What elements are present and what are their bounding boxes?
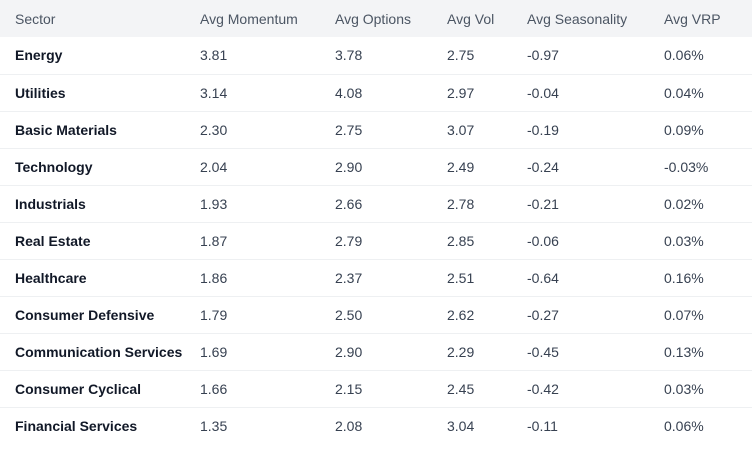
table-row[interactable]: Basic Materials 2.30 2.75 3.07 -0.19 0.09% [0,111,752,148]
cell-sector: Utilities [15,84,66,101]
header-row: Sector Avg Momentum Avg Options Avg Vol … [0,0,752,37]
table-row[interactable]: Consumer Defensive 1.79 2.50 2.62 -0.27 0.07% [0,296,752,333]
cell-avg-momentum: 1.79 [200,306,228,323]
column-header-avg-options[interactable]: Avg Options [335,10,412,27]
table-row[interactable]: Healthcare 1.86 2.37 2.51 -0.64 0.16% [0,259,752,296]
cell-sector: Basic Materials [15,121,117,138]
cell-sector: Consumer Defensive [15,306,155,323]
cell-avg-vol: 2.78 [447,195,475,212]
cell-avg-momentum: 1.86 [200,269,228,286]
cell-avg-options: 3.78 [335,47,363,64]
cell-avg-seasonality: -0.45 [527,343,559,360]
cell-avg-options: 2.15 [335,380,363,397]
cell-sector: Consumer Cyclical [15,380,142,397]
cell-avg-options: 2.50 [335,306,363,323]
cell-avg-options: 2.66 [335,195,363,212]
cell-avg-seasonality: -0.42 [527,380,559,397]
column-header-avg-momentum[interactable]: Avg Momentum [200,10,298,27]
table-header: Sector Avg Momentum Avg Options Avg Vol … [0,0,752,37]
cell-avg-vrp: 0.06% [664,47,704,64]
column-header-avg-vol[interactable]: Avg Vol [447,10,495,27]
cell-avg-vol: 2.29 [447,343,475,360]
cell-avg-momentum: 1.93 [200,195,228,212]
cell-avg-options: 2.90 [335,158,363,175]
cell-avg-vol: 3.07 [447,121,475,138]
cell-avg-seasonality: -0.11 [527,417,558,434]
cell-sector: Industrials [15,195,86,212]
column-header-avg-vrp[interactable]: Avg VRP [664,10,721,27]
cell-avg-options: 2.08 [335,417,363,434]
cell-avg-vol: 2.49 [447,158,475,175]
cell-avg-momentum: 1.35 [200,417,228,434]
cell-avg-momentum: 3.81 [200,47,228,64]
cell-sector: Communication Services [15,343,183,360]
cell-avg-vrp: -0.03% [664,158,709,175]
cell-avg-options: 4.08 [335,84,363,101]
cell-avg-momentum: 1.87 [200,232,228,249]
cell-avg-vrp: 0.07% [664,306,704,323]
cell-avg-options: 2.90 [335,343,363,360]
cell-avg-vol: 3.04 [447,417,475,434]
table-row[interactable]: Utilities 3.14 4.08 2.97 -0.04 0.04% [0,74,752,111]
cell-avg-momentum: 3.14 [200,84,228,101]
cell-avg-momentum: 2.04 [200,158,228,175]
cell-avg-vrp: 0.04% [664,84,704,101]
cell-avg-seasonality: -0.27 [527,306,559,323]
cell-sector: Energy [15,47,63,64]
cell-avg-vol: 2.62 [447,306,475,323]
cell-avg-vrp: 0.03% [664,380,704,397]
cell-avg-seasonality: -0.64 [527,269,559,286]
table-row[interactable]: Energy 3.81 3.78 2.75 -0.97 0.06% [0,37,752,74]
table-row[interactable]: Industrials 1.93 2.66 2.78 -0.21 0.02% [0,185,752,222]
table-body: Energy 3.81 3.78 2.75 -0.97 0.06% Utilities 3.1… [0,37,752,444]
cell-avg-vrp: 0.09% [664,121,704,138]
cell-avg-vol: 2.97 [447,84,475,101]
cell-avg-options: 2.75 [335,121,363,138]
column-header-sector[interactable]: Sector [15,10,56,27]
cell-avg-seasonality: -0.04 [527,84,559,101]
cell-avg-seasonality: -0.19 [527,121,559,138]
cell-avg-seasonality: -0.97 [527,47,559,64]
cell-avg-options: 2.37 [335,269,363,286]
cell-avg-vrp: 0.03% [664,232,704,249]
cell-avg-seasonality: -0.06 [527,232,559,249]
cell-avg-vrp: 0.16% [664,269,704,286]
cell-avg-seasonality: -0.21 [527,195,559,212]
cell-avg-vol: 2.75 [447,47,475,64]
table-row[interactable]: Technology 2.04 2.90 2.49 -0.24 -0.03% [0,148,752,185]
table-row[interactable]: Consumer Cyclical 1.66 2.15 2.45 -0.42 0.03% [0,370,752,407]
cell-sector: Technology [15,158,93,175]
cell-avg-momentum: 2.30 [200,121,228,138]
cell-avg-vol: 2.85 [447,232,475,249]
cell-avg-momentum: 1.66 [200,380,228,397]
cell-avg-vrp: 0.02% [664,195,704,212]
table-row[interactable]: Financial Services 1.35 2.08 3.04 -0.11 0.06% [0,407,752,444]
cell-sector: Healthcare [15,269,87,286]
cell-avg-vrp: 0.13% [664,343,704,360]
cell-sector: Financial Services [15,417,138,434]
cell-avg-vrp: 0.06% [664,417,704,434]
cell-avg-momentum: 1.69 [200,343,228,360]
cell-avg-vol: 2.51 [447,269,475,286]
cell-avg-vol: 2.45 [447,380,475,397]
cell-avg-seasonality: -0.24 [527,158,559,175]
cell-avg-options: 2.79 [335,232,363,249]
table-row[interactable]: Real Estate 1.87 2.79 2.85 -0.06 0.03% [0,222,752,259]
table-row[interactable]: Communication Services 1.69 2.90 2.29 -0.45 0… [0,333,752,370]
column-header-avg-seasonality[interactable]: Avg Seasonality [527,10,628,27]
cell-sector: Real Estate [15,232,91,249]
